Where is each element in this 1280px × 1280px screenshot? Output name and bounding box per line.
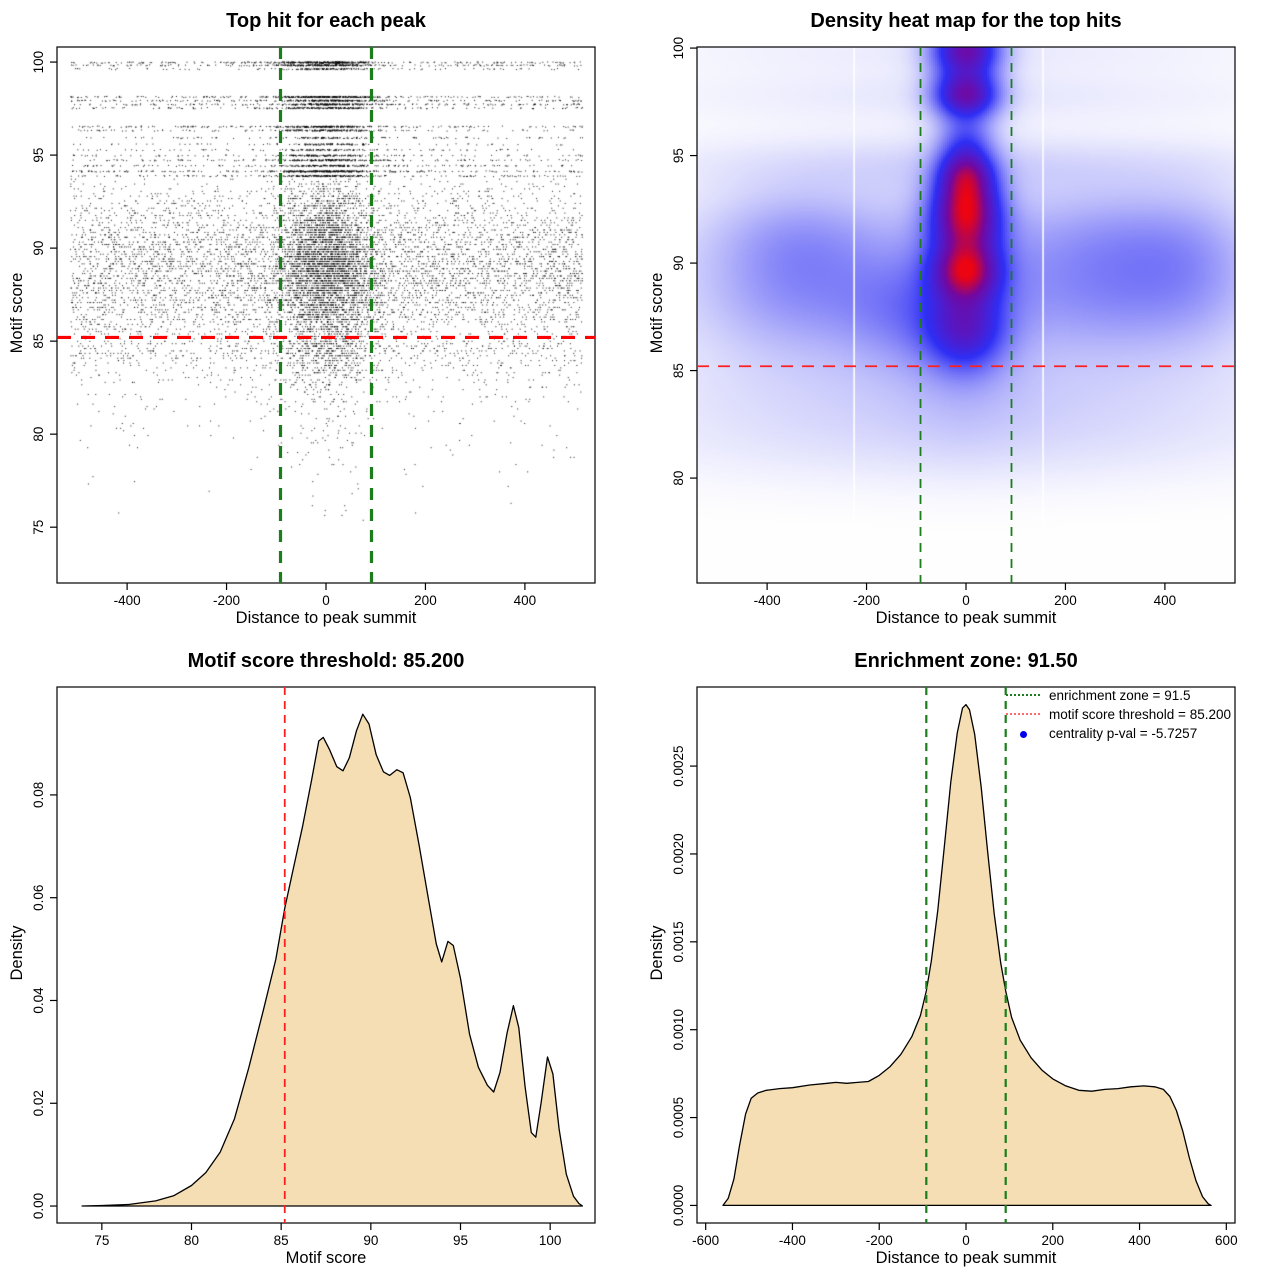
chart-title: Top hit for each peak [226,10,426,32]
x-tick-label: 200 [1042,1233,1065,1248]
y-tick-label: 0.0025 [671,745,686,786]
panel-top-hits-scatter: -400 -200 0 200 400 75 80 85 90 95 100 Top hit for… [0,0,640,640]
x-tick-label: -600 [692,1233,719,1248]
x-tick-label: 0 [962,593,970,608]
x-tick-label: 400 [514,593,537,608]
axes-overlay: 75 80 85 90 95 100 0.00 0.02 0.04 0.06 0.08 [31,686,596,1248]
y-tick-label: 90 [31,241,46,256]
y-tick-label: 80 [671,471,686,486]
y-tick-label: 85 [671,363,686,378]
heatmap-canvas [697,47,1235,583]
legend-item-centrality-pval: centrality p-val = -5.7257 [1006,725,1231,741]
x-tick-label: -400 [114,593,141,608]
enrichment-zone-line-swatch [1006,694,1040,696]
y-tick-label: 100 [31,51,46,74]
legend: enrichment zone = 91.5 motif score thres… [1006,687,1231,741]
x-tick-label: 0 [322,593,330,608]
x-tick-label: 95 [453,1233,468,1248]
x-tick-label: 200 [1054,593,1077,608]
x-axis-label: Distance to peak summit [235,609,417,627]
chart-title: Density heat map for the top hits [810,10,1122,32]
y-tick-label: 0.0000 [671,1185,686,1226]
y-tick-label: 90 [671,256,686,271]
y-axis-label: Density [8,925,26,981]
y-tick-label: 75 [31,520,46,535]
x-tick-label: 400 [1154,593,1177,608]
y-tick-label: 0.0010 [671,1009,686,1050]
y-tick-label: 0.00 [31,1193,46,1219]
x-tick-label: -200 [213,593,240,608]
panel-density-heatmap: -400 -200 0 200 400 80 85 90 95 100 Density heat … [640,0,1280,640]
x-tick-label: 80 [184,1233,199,1248]
x-tick-label: 100 [539,1233,562,1248]
y-tick-label: 85 [31,334,46,349]
y-tick-label: 0.06 [31,885,46,911]
legend-label: centrality p-val = -5.7257 [1049,725,1198,741]
panel-motif-score-density: 75 80 85 90 95 100 0.00 0.02 0.04 0.06 0.08 Motif … [0,640,640,1280]
y-axis-label: Motif score [648,272,666,354]
chart-title: Motif score threshold: 85.200 [187,650,465,672]
chart-title: Enrichment zone: 91.50 [854,650,1078,672]
legend-label: enrichment zone = 91.5 [1049,687,1191,703]
legend-item-motif-score-threshold: motif score threshold = 85.200 [1006,706,1231,722]
y-axis-label: Motif score [8,272,26,354]
y-tick-label: 0.0020 [671,833,686,874]
threshold-line-swatch [1006,713,1040,715]
x-tick-label: -200 [853,593,880,608]
x-tick-label: 600 [1215,1233,1238,1248]
panel-distance-density: -600 -400 -200 0 200 400 600 0.0000 0.0005 0.0010… [640,640,1280,1280]
centrality-dot-swatch [1006,726,1040,741]
y-tick-label: 80 [31,427,46,442]
x-tick-label: 75 [94,1233,109,1248]
y-tick-label: 100 [671,37,686,60]
y-tick-label: 0.0015 [671,921,686,962]
density-curve [81,713,584,1207]
x-tick-label: -400 [779,1233,806,1248]
scatter-points-canvas [57,47,595,583]
x-tick-label: 0 [962,1233,970,1248]
x-tick-label: -400 [754,593,781,608]
legend-item-enrichment-zone: enrichment zone = 91.5 [1006,687,1231,703]
y-tick-label: 0.0005 [671,1097,686,1138]
x-tick-label: -200 [866,1233,893,1248]
y-tick-label: 0.04 [31,987,46,1014]
y-tick-label: 0.08 [31,782,46,808]
y-axis-label: Density [648,925,666,981]
legend-label: motif score threshold = 85.200 [1049,706,1231,722]
x-tick-label: 90 [363,1233,378,1248]
x-axis-label: Motif score [285,1249,367,1267]
x-tick-label: 85 [274,1233,289,1248]
x-axis-label: Distance to peak summit [875,609,1057,627]
y-tick-label: 0.02 [31,1090,46,1116]
x-tick-label: 400 [1128,1233,1151,1248]
x-tick-label: 200 [414,593,437,608]
x-axis-label: Distance to peak summit [875,1249,1057,1267]
y-tick-label: 95 [671,148,686,163]
y-tick-label: 95 [31,148,46,163]
density-curve [722,703,1212,1207]
